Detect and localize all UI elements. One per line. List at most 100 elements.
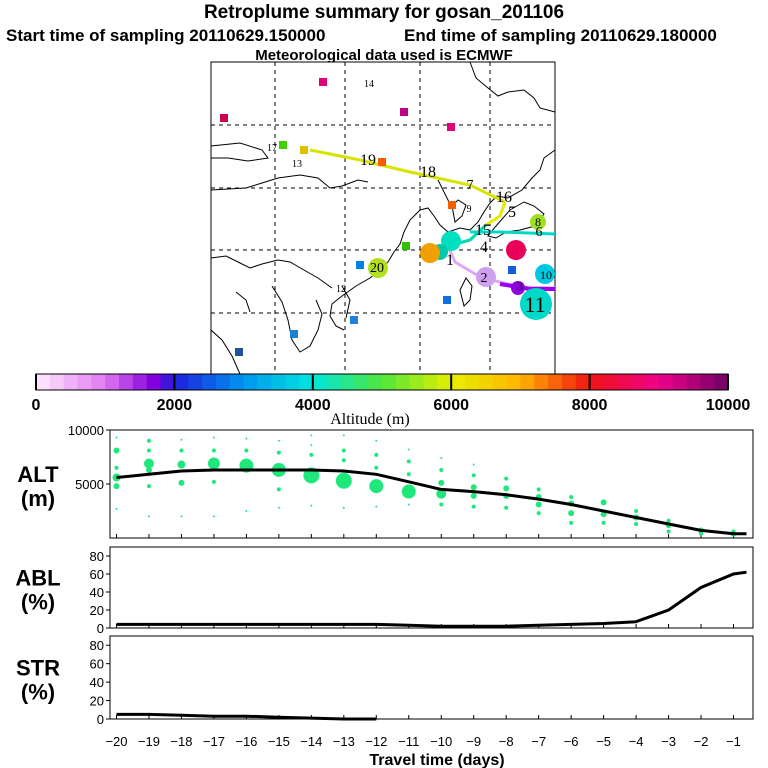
colorbar-swatch bbox=[312, 374, 328, 390]
map-coastline bbox=[210, 255, 333, 289]
altitude-spread-dot bbox=[375, 505, 378, 508]
colorbar-swatch bbox=[160, 374, 175, 390]
colorbar-tick-label: 0 bbox=[32, 397, 41, 414]
alt-panel: 10000 5000 ALT(m) bbox=[17, 423, 754, 539]
altitude-spread-dot bbox=[276, 450, 281, 455]
y-axis-label: STR bbox=[16, 656, 60, 681]
map-day-label: 7 bbox=[467, 178, 474, 193]
y-tick-label: 80 bbox=[90, 549, 104, 564]
altitude-spread-dot bbox=[115, 436, 118, 439]
altitude-spread-dot bbox=[113, 447, 120, 454]
panel-frame bbox=[109, 546, 754, 629]
map-day-label: 16 bbox=[496, 189, 512, 206]
map-release-marker bbox=[235, 348, 243, 356]
map-day-label: 1 bbox=[446, 252, 454, 269]
altitude-spread-dot bbox=[178, 479, 185, 486]
altitude-spread-dot bbox=[471, 473, 476, 478]
colorbar-swatch bbox=[451, 374, 466, 390]
altitude-colorbar: 0 2000 4000 6000 8000 10000 Altitude (m) bbox=[32, 373, 750, 428]
panel-frame bbox=[109, 635, 754, 720]
x-tick-label: −6 bbox=[564, 734, 579, 749]
altitude-spread-dot bbox=[145, 466, 152, 473]
altitude-spread-dot bbox=[212, 436, 215, 439]
altitude-spread-dot bbox=[341, 448, 346, 453]
altitude-spread-dot bbox=[180, 515, 183, 518]
x-tick-label: −7 bbox=[531, 734, 546, 749]
colorbar-swatch bbox=[105, 374, 120, 390]
altitude-spread-dot bbox=[503, 485, 510, 492]
altitude-spread-dot bbox=[207, 457, 220, 470]
colorbar-swatch bbox=[423, 374, 438, 390]
colorbar-swatch bbox=[91, 374, 106, 390]
series-line-strg bbox=[116, 712, 377, 721]
altitude-spread-dot bbox=[180, 438, 183, 441]
altitude-spread-dot bbox=[146, 438, 151, 443]
altitude-spread-dot bbox=[439, 467, 444, 472]
altitude-spread-dot bbox=[440, 457, 443, 460]
colorbar-swatch bbox=[644, 374, 660, 390]
altitude-spread-dot bbox=[472, 463, 475, 466]
altitude-spread-dot bbox=[438, 479, 445, 486]
x-tick-label: −17 bbox=[203, 734, 225, 749]
x-axis-label: Travel time (days) bbox=[369, 752, 504, 768]
trajectory-segment bbox=[485, 201, 507, 227]
y-tick-label: 80 bbox=[90, 638, 104, 653]
map-release-marker bbox=[350, 316, 358, 324]
x-tick-label: −13 bbox=[333, 734, 355, 749]
trajectory-segment bbox=[470, 230, 556, 236]
colorbar-swatch bbox=[298, 374, 314, 390]
colorbar-swatch bbox=[603, 374, 618, 390]
colorbar-swatch bbox=[63, 374, 79, 390]
colorbar-swatch bbox=[49, 374, 65, 390]
colorbar-swatch bbox=[340, 374, 355, 390]
altitude-spread-dot bbox=[276, 487, 281, 492]
y-axis-unit: (m) bbox=[21, 486, 55, 511]
colorbar-swatch bbox=[368, 374, 383, 390]
colorbar-swatch bbox=[285, 374, 300, 390]
trajectory-marker bbox=[506, 240, 526, 260]
y-axis-label: ABL bbox=[15, 566, 60, 591]
colorbar-swatch bbox=[354, 374, 369, 390]
altitude-spread-dot bbox=[177, 460, 186, 469]
colorbar-swatch bbox=[215, 374, 231, 390]
colorbar-swatch bbox=[146, 374, 162, 390]
altitude-spread-dot bbox=[666, 529, 671, 534]
trajectory-marker bbox=[520, 288, 552, 320]
altitude-spread-dot bbox=[244, 448, 249, 453]
x-tick-label: −8 bbox=[499, 734, 514, 749]
map-coastline bbox=[451, 199, 467, 223]
colorbar-swatch bbox=[672, 374, 687, 390]
y-tick-label: 10000 bbox=[68, 423, 104, 438]
map-day-label: 5 bbox=[508, 204, 516, 221]
trajectory-marker bbox=[535, 264, 555, 284]
trajectory-segment bbox=[309, 148, 506, 204]
trajectory-marker bbox=[530, 214, 546, 230]
colorbar-swatch bbox=[714, 374, 729, 390]
altitude-spread-dot bbox=[115, 507, 118, 510]
colorbar-tick-label: 6000 bbox=[433, 397, 469, 414]
x-tick-label: −5 bbox=[596, 734, 611, 749]
map-coastline bbox=[329, 207, 471, 331]
map-release-marker bbox=[279, 141, 287, 149]
colorbar-swatch bbox=[36, 374, 51, 390]
trajectory-marker bbox=[441, 231, 461, 251]
x-tick-label: −16 bbox=[235, 734, 257, 749]
altitude-spread-dot bbox=[146, 448, 151, 453]
x-tick-label: −12 bbox=[365, 734, 387, 749]
colorbar-swatch bbox=[465, 374, 480, 390]
altitude-spread-dot bbox=[212, 515, 215, 518]
map-coastline bbox=[210, 174, 369, 191]
colorbar-swatch bbox=[243, 374, 258, 390]
abl-panel: 80 60 40 20 0 ABL(%) bbox=[15, 546, 754, 636]
map-release-marker bbox=[378, 158, 386, 166]
y-axis-label: ALT bbox=[17, 462, 59, 487]
map-coastline bbox=[210, 142, 269, 162]
altitude-spread-dot bbox=[277, 439, 280, 442]
map-day-label: 8 bbox=[535, 215, 541, 229]
altitude-spread-dot bbox=[569, 520, 574, 525]
map-coastline bbox=[459, 277, 473, 307]
x-tick-label: −18 bbox=[170, 734, 192, 749]
map-coastline bbox=[271, 285, 323, 353]
